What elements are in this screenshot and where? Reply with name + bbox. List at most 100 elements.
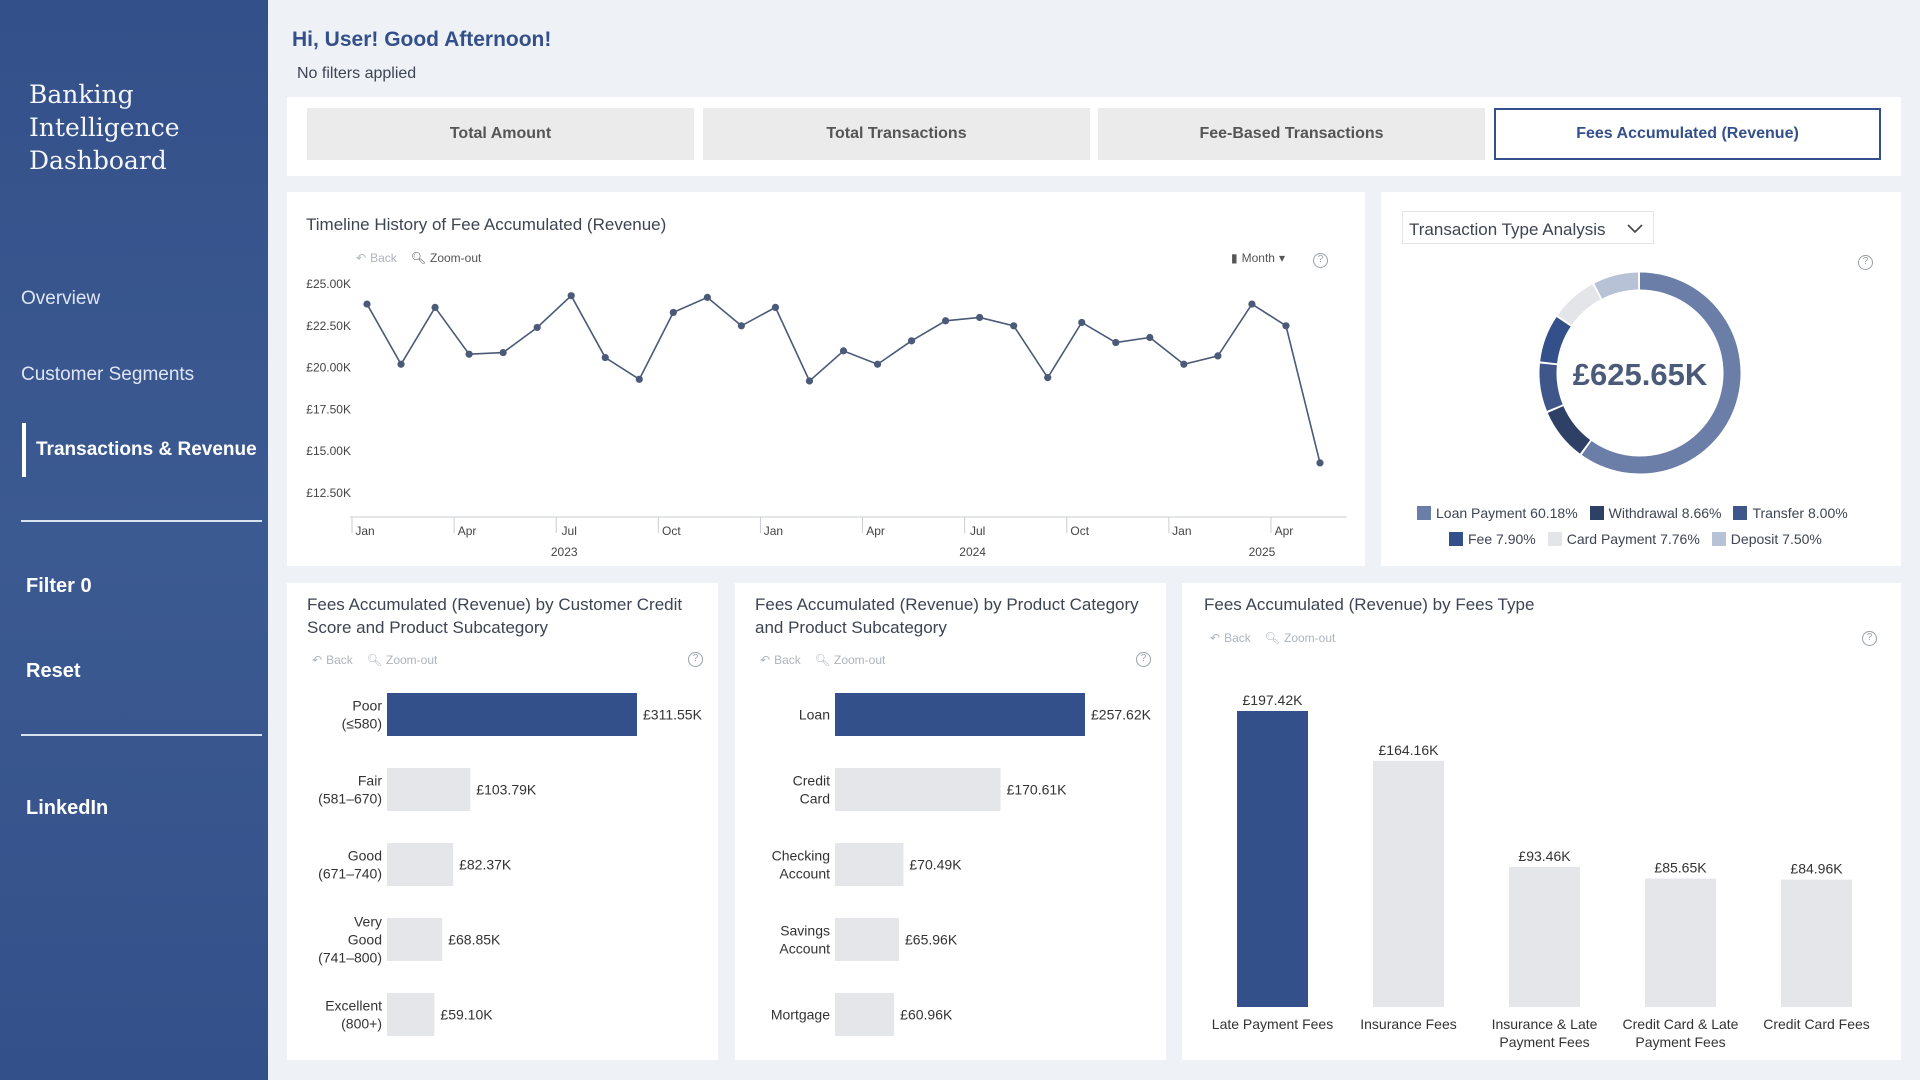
data-point: [1112, 338, 1120, 347]
data-point: [601, 353, 609, 362]
bar-value-label: £59.10K: [440, 1007, 493, 1023]
category-label: Insurance & Late: [1492, 1016, 1598, 1032]
category-label: Fair: [358, 773, 382, 789]
timeline-chart: £25.00K £22.50K £20.00K £17.50K £15.00K £12.5…: [306, 277, 1347, 559]
help-icon[interactable]: ?: [1858, 255, 1873, 270]
sidebar: Banking Intelligence Dashboard Overview …: [0, 0, 268, 1080]
filter-button[interactable]: Filter 0: [26, 575, 92, 597]
tab-fee-based-transactions[interactable]: Fee-Based Transactions: [1098, 108, 1485, 160]
zoom-out-button[interactable]: 🔍︎ Zoom-out: [815, 653, 886, 667]
legend-swatch: [1547, 532, 1562, 546]
back-arrow-icon: ↶: [760, 653, 771, 667]
product-category-chart: £257.62K Loan £170.61K Credit Card £70.49K Che…: [771, 693, 1152, 1036]
category-label: (671–740): [318, 866, 382, 882]
category-label: Excellent: [325, 998, 382, 1014]
bar-chart-icon: ▮: [1231, 251, 1238, 265]
bar-value-label: £103.79K: [476, 782, 537, 798]
legend-item: Card Payment 7.76%: [1547, 531, 1700, 547]
zoom-out-button[interactable]: 🔍︎ Zoom-out: [367, 653, 438, 667]
year-label: 2024: [959, 545, 986, 559]
month-selector[interactable]: ▮ Month ▾: [1231, 251, 1285, 265]
legend-item: Loan Payment 60.18%: [1417, 505, 1578, 521]
product-category-title: Fees Accumulated (Revenue) by Product Ca…: [755, 595, 1139, 637]
bar: [835, 768, 1001, 811]
data-point: [1010, 322, 1018, 330]
data-point: [1282, 322, 1290, 330]
nav-customer-segments[interactable]: Customer Segments: [21, 364, 195, 385]
back-label: Back: [1224, 631, 1251, 645]
bar: [387, 768, 471, 811]
help-icon[interactable]: ?: [1313, 253, 1328, 268]
zoom-out-button[interactable]: 🔍︎ Zoom-out: [1265, 631, 1336, 645]
category-label: Good: [348, 848, 382, 864]
legend-label: Transfer 8.00%: [1752, 505, 1848, 521]
donut-slice: [1557, 284, 1601, 326]
donut-legend-row2: Fee 7.90% Card Payment 7.76% Deposit 7.5…: [1449, 531, 1822, 547]
legend-swatch: [1733, 506, 1748, 520]
legend-label: Fee 7.90%: [1468, 531, 1536, 547]
back-arrow-icon: ↶: [312, 653, 323, 667]
bar-value-label: £65.96K: [905, 932, 958, 948]
nav-transactions-revenue[interactable]: Transactions & Revenue: [22, 423, 257, 477]
transaction-type-dropdown[interactable]: Transaction Type Analysis: [1402, 211, 1654, 244]
back-label: Back: [326, 653, 353, 667]
category-label: Very: [354, 914, 382, 930]
reset-button[interactable]: Reset: [26, 660, 81, 682]
x-tick-label: Apr: [1275, 524, 1294, 538]
product-category-card: Fees Accumulated (Revenue) by Product Ca…: [735, 583, 1166, 1060]
legend-swatch: [1449, 532, 1463, 546]
bar-value-label: £257.62K: [1091, 707, 1152, 723]
bar: [1509, 866, 1580, 1007]
x-tick-label: Jan: [355, 524, 374, 538]
help-icon[interactable]: ?: [1136, 652, 1151, 667]
donut-slice: [1539, 363, 1563, 411]
data-point: [499, 348, 507, 357]
back-button[interactable]: ↶ Back: [356, 251, 397, 265]
x-tick-label: Jul: [970, 524, 985, 538]
brand-line: Intelligence: [29, 113, 180, 142]
zoom-out-button[interactable]: 🔍︎ Zoom-out: [411, 251, 482, 265]
category-label: Credit Card Fees: [1763, 1016, 1870, 1032]
brand-line: Banking: [29, 80, 134, 109]
zoom-out-icon: 🔍︎: [366, 653, 382, 667]
legend-item: Deposit 7.50%: [1711, 531, 1822, 547]
back-button[interactable]: ↶ Back: [1210, 631, 1251, 645]
caret-down-icon: ▾: [1278, 251, 1285, 265]
category-label: Late Payment Fees: [1212, 1016, 1333, 1032]
help-icon[interactable]: ?: [688, 652, 703, 667]
x-tick-label: Oct: [662, 524, 681, 538]
nav-overview[interactable]: Overview: [21, 288, 101, 309]
legend-label: Deposit 7.50%: [1730, 531, 1822, 547]
category-label: Credit: [793, 773, 830, 789]
tab-fees-accumulated[interactable]: Fees Accumulated (Revenue): [1494, 108, 1881, 160]
filter-status: No filters applied: [297, 65, 417, 82]
y-tick-label: £17.50K: [306, 402, 351, 416]
back-button[interactable]: ↶ Back: [760, 653, 801, 667]
credit-score-toolbar: ↶ Back 🔍︎ Zoom-out: [312, 653, 437, 667]
sidebar-divider: [21, 520, 262, 522]
linkedin-link[interactable]: LinkedIn: [26, 797, 109, 819]
zoom-out-label: Zoom-out: [429, 251, 482, 265]
revenue-line: [366, 294, 1321, 464]
category-label: Good: [348, 932, 382, 948]
product-category-toolbar: ↶ Back 🔍︎ Zoom-out: [760, 653, 885, 667]
category-label: (800+): [341, 1016, 382, 1032]
legend-item: Fee 7.90%: [1449, 531, 1536, 547]
data-point: [942, 317, 950, 325]
tab-total-amount[interactable]: Total Amount: [307, 108, 694, 160]
legend-item: Withdrawal 8.66%: [1589, 505, 1721, 521]
fees-type-card: Fees Accumulated (Revenue) by Fees Type …: [1182, 583, 1901, 1060]
zoom-out-icon: 🔍︎: [1264, 631, 1280, 645]
back-button[interactable]: ↶ Back: [312, 653, 353, 667]
credit-score-card: Fees Accumulated (Revenue) by Customer C…: [287, 583, 718, 1060]
y-tick-label: £22.50K: [306, 319, 351, 333]
x-tick-label: Jul: [562, 524, 577, 538]
data-point: [1146, 333, 1154, 342]
help-icon[interactable]: ?: [1862, 631, 1877, 646]
tab-total-transactions[interactable]: Total Transactions: [703, 108, 1090, 160]
bar-value-label: £197.42K: [1243, 692, 1304, 708]
timeline-toolbar: ↶ Back 🔍︎ Zoom-out: [356, 251, 481, 265]
category-label: Poor: [352, 698, 382, 714]
x-tick-label: Apr: [866, 524, 885, 538]
bar: [387, 693, 637, 736]
